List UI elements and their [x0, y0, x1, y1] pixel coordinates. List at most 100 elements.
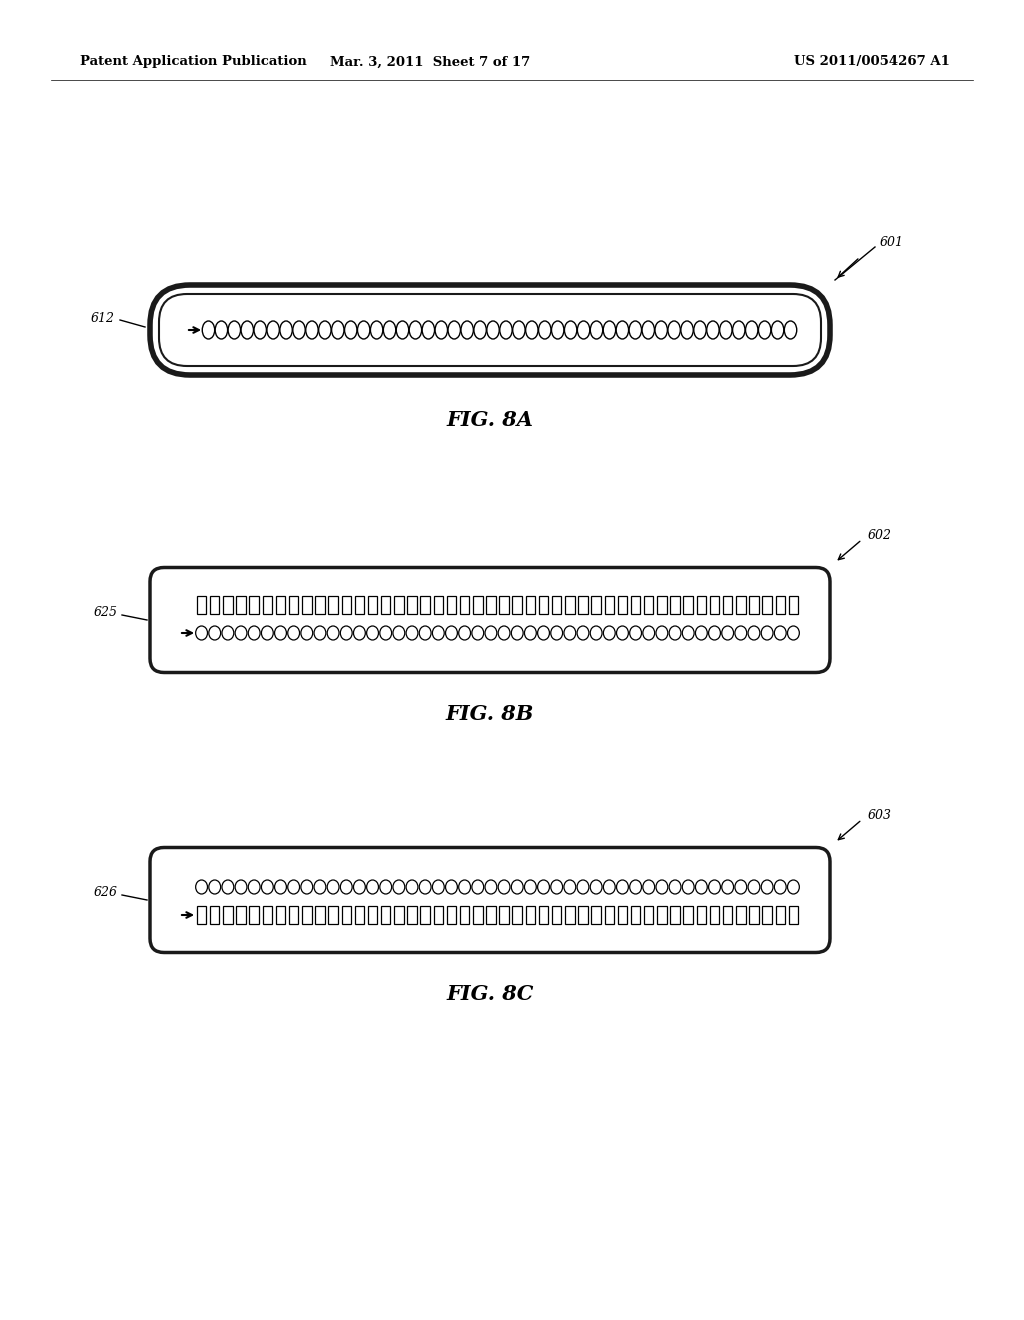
Ellipse shape — [761, 626, 773, 640]
Ellipse shape — [486, 321, 500, 339]
Bar — [604, 906, 614, 924]
Ellipse shape — [306, 321, 318, 339]
Ellipse shape — [784, 321, 797, 339]
Text: FIG. 8C: FIG. 8C — [446, 985, 534, 1005]
Ellipse shape — [564, 880, 575, 894]
Ellipse shape — [551, 626, 562, 640]
Ellipse shape — [274, 880, 287, 894]
Ellipse shape — [525, 321, 538, 339]
Ellipse shape — [590, 626, 602, 640]
Bar — [644, 597, 653, 614]
Bar — [315, 597, 325, 614]
Ellipse shape — [472, 626, 483, 640]
Bar — [223, 906, 232, 924]
Ellipse shape — [288, 880, 300, 894]
Ellipse shape — [500, 321, 512, 339]
Ellipse shape — [682, 880, 694, 894]
Text: US 2011/0054267 A1: US 2011/0054267 A1 — [795, 55, 950, 69]
Text: FIG. 8A: FIG. 8A — [446, 411, 534, 430]
Bar — [631, 906, 640, 924]
Bar — [250, 597, 259, 614]
Ellipse shape — [318, 321, 331, 339]
Bar — [579, 906, 588, 924]
Ellipse shape — [578, 321, 590, 339]
Text: Mar. 3, 2011  Sheet 7 of 17: Mar. 3, 2011 Sheet 7 of 17 — [330, 55, 530, 69]
Ellipse shape — [461, 321, 473, 339]
Ellipse shape — [643, 880, 654, 894]
Bar — [302, 906, 311, 924]
FancyBboxPatch shape — [150, 568, 830, 672]
Ellipse shape — [616, 321, 629, 339]
Ellipse shape — [590, 321, 603, 339]
Ellipse shape — [681, 321, 693, 339]
Bar — [552, 597, 561, 614]
Ellipse shape — [695, 626, 708, 640]
Bar — [683, 597, 693, 614]
Bar — [446, 597, 457, 614]
Ellipse shape — [314, 626, 326, 640]
Ellipse shape — [228, 321, 241, 339]
Ellipse shape — [735, 626, 746, 640]
Bar — [710, 906, 719, 924]
Ellipse shape — [682, 626, 694, 640]
Ellipse shape — [552, 321, 564, 339]
Bar — [223, 597, 232, 614]
Ellipse shape — [695, 880, 708, 894]
Text: FIG. 8B: FIG. 8B — [445, 705, 535, 725]
Bar — [394, 597, 403, 614]
Ellipse shape — [449, 321, 461, 339]
Ellipse shape — [524, 626, 537, 640]
Bar — [736, 597, 745, 614]
Bar — [275, 906, 286, 924]
Ellipse shape — [410, 321, 422, 339]
Ellipse shape — [328, 626, 339, 640]
Bar — [329, 597, 338, 614]
Bar — [329, 906, 338, 924]
Bar — [671, 597, 680, 614]
Bar — [262, 906, 272, 924]
Bar — [421, 906, 430, 924]
Ellipse shape — [380, 626, 391, 640]
Bar — [604, 597, 614, 614]
Ellipse shape — [380, 880, 391, 894]
Bar — [617, 906, 627, 924]
Ellipse shape — [432, 626, 444, 640]
Ellipse shape — [720, 321, 732, 339]
Ellipse shape — [383, 321, 395, 339]
Ellipse shape — [314, 880, 326, 894]
Ellipse shape — [668, 321, 680, 339]
Bar — [552, 906, 561, 924]
Ellipse shape — [344, 321, 357, 339]
Bar — [408, 906, 417, 924]
Bar — [289, 906, 298, 924]
Bar — [631, 597, 640, 614]
Bar — [696, 906, 707, 924]
Ellipse shape — [655, 321, 668, 339]
Ellipse shape — [353, 880, 366, 894]
Bar — [683, 906, 693, 924]
Bar — [539, 906, 548, 924]
Ellipse shape — [371, 321, 383, 339]
Bar — [289, 597, 298, 614]
Ellipse shape — [722, 880, 733, 894]
Bar — [788, 906, 798, 924]
Ellipse shape — [511, 880, 523, 894]
Ellipse shape — [422, 321, 434, 339]
Bar — [381, 906, 390, 924]
Ellipse shape — [630, 880, 641, 894]
Ellipse shape — [551, 880, 562, 894]
Ellipse shape — [280, 321, 292, 339]
Bar — [460, 906, 469, 924]
Ellipse shape — [774, 880, 786, 894]
Ellipse shape — [396, 321, 409, 339]
Ellipse shape — [357, 321, 370, 339]
Ellipse shape — [749, 626, 760, 640]
Ellipse shape — [209, 626, 220, 640]
Ellipse shape — [248, 626, 260, 640]
Ellipse shape — [445, 626, 458, 640]
Bar — [539, 597, 548, 614]
Ellipse shape — [538, 626, 550, 640]
FancyBboxPatch shape — [150, 285, 830, 375]
Ellipse shape — [669, 626, 681, 640]
Bar — [446, 906, 457, 924]
